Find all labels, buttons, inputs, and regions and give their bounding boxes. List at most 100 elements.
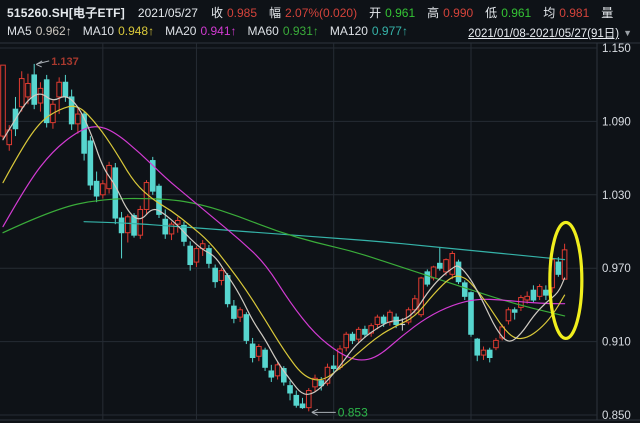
candle bbox=[156, 185, 162, 215]
y-axis-tick: 0.970 bbox=[602, 263, 631, 275]
candle bbox=[25, 82, 31, 98]
candle bbox=[256, 345, 262, 357]
field-high: 高 0.990 bbox=[427, 6, 473, 20]
high-annotation-arrow bbox=[37, 60, 50, 65]
candle bbox=[343, 333, 349, 349]
ma10-item: MA10 0.948↑ bbox=[83, 24, 154, 38]
candle bbox=[168, 223, 175, 235]
candle bbox=[81, 113, 87, 154]
ma120-line bbox=[83, 221, 566, 261]
candle bbox=[143, 182, 150, 210]
candle bbox=[468, 292, 474, 335]
candle bbox=[449, 253, 456, 275]
candle bbox=[536, 286, 543, 297]
candle bbox=[131, 215, 137, 236]
volume-label: 量 bbox=[601, 6, 614, 20]
low-annotation-label: 0.853 bbox=[338, 405, 368, 419]
ma60-value: 0.931↑ bbox=[282, 24, 319, 38]
field-avg: 均 0.981 bbox=[543, 6, 589, 20]
candle bbox=[218, 270, 225, 281]
candle bbox=[212, 267, 218, 283]
candle bbox=[493, 339, 499, 349]
candle bbox=[555, 261, 562, 275]
ma120-label: MA120 bbox=[329, 24, 368, 38]
high-label: 高 bbox=[427, 6, 440, 20]
candle bbox=[87, 140, 94, 186]
high-value: 0.990 bbox=[443, 6, 474, 20]
candle bbox=[56, 81, 62, 98]
candle bbox=[318, 380, 325, 387]
ma5-value: 0.962↑ bbox=[35, 24, 72, 38]
candle bbox=[524, 295, 530, 301]
candle bbox=[62, 81, 69, 98]
candle bbox=[380, 316, 387, 324]
low-value: 0.961 bbox=[501, 6, 532, 20]
low-annotation-arrowhead bbox=[311, 408, 318, 416]
candle bbox=[443, 259, 449, 273]
ma5-label: MA5 bbox=[7, 24, 32, 38]
candle bbox=[137, 208, 144, 236]
candle bbox=[474, 338, 481, 356]
candle bbox=[162, 218, 169, 235]
field-change: 幅 2.07%(0.020) bbox=[269, 6, 357, 20]
candle bbox=[243, 314, 250, 341]
close-label: 收 bbox=[210, 6, 223, 20]
candle bbox=[125, 216, 131, 234]
candle bbox=[18, 78, 25, 108]
ma120-value: 0.977↑ bbox=[371, 24, 408, 38]
symbol-title: 515260.SH[电子ETF] bbox=[7, 6, 125, 20]
ma10-label: MA10 bbox=[82, 24, 115, 38]
quote-header: 515260.SH[电子ETF] 2021/05/27 收 0.985 幅 2.07%(0… bbox=[7, 4, 640, 21]
open-label: 开 bbox=[369, 6, 382, 20]
candle bbox=[231, 305, 237, 319]
ma60-label: MA60 bbox=[247, 24, 279, 38]
high-annotation-label: 1.137 bbox=[51, 56, 79, 68]
candle bbox=[287, 385, 293, 394]
candle bbox=[430, 266, 437, 279]
candle bbox=[312, 377, 318, 388]
candle bbox=[43, 79, 50, 124]
ma60-line bbox=[2, 197, 566, 317]
candle bbox=[530, 289, 537, 301]
ma-legend: MA5 0.962↑ MA10 0.948↑ MA20 0.941↑ MA60 0.931↑ M… bbox=[7, 24, 419, 38]
y-axis-tick: 0.850 bbox=[602, 410, 631, 422]
candle bbox=[505, 309, 512, 322]
candle bbox=[543, 289, 549, 296]
candle bbox=[511, 309, 518, 313]
candle bbox=[274, 364, 281, 377]
candle bbox=[0, 64, 6, 137]
candle bbox=[362, 328, 368, 335]
candle bbox=[237, 309, 243, 318]
dropdown-arrow-icon[interactable]: ▼ bbox=[623, 28, 632, 38]
candle bbox=[480, 349, 487, 356]
avg-label: 均 bbox=[543, 6, 556, 20]
date-range-selector[interactable]: 2021/01/08-2021/05/27(91日) ▼ bbox=[468, 25, 632, 41]
candle bbox=[68, 96, 75, 125]
ma5-line bbox=[2, 93, 566, 395]
candle bbox=[118, 217, 125, 234]
date-range-label[interactable]: 2021/01/08-2021/05/27(91日) bbox=[468, 28, 620, 40]
ma5-item: MA5 0.962↑ bbox=[7, 24, 72, 38]
candle bbox=[262, 349, 268, 368]
candle bbox=[412, 298, 418, 311]
field-volume: 量 bbox=[601, 6, 617, 20]
candle bbox=[31, 74, 37, 105]
y-axis-tick: 1.150 bbox=[602, 43, 631, 55]
candle bbox=[305, 390, 312, 409]
ma60-item: MA60 0.931↑ bbox=[248, 24, 319, 38]
change-value: 2.07%(0.020) bbox=[285, 6, 358, 20]
candle bbox=[355, 328, 362, 340]
candle bbox=[387, 311, 393, 323]
candle bbox=[93, 180, 100, 197]
candle bbox=[455, 261, 462, 283]
candle bbox=[268, 370, 275, 378]
ma120-item: MA120 0.977↑ bbox=[330, 24, 408, 38]
candle bbox=[337, 348, 343, 368]
candle bbox=[75, 113, 81, 125]
ma20-item: MA20 0.941↑ bbox=[165, 24, 236, 38]
candle bbox=[437, 262, 443, 269]
open-value: 0.961 bbox=[385, 6, 416, 20]
candle bbox=[187, 245, 193, 266]
